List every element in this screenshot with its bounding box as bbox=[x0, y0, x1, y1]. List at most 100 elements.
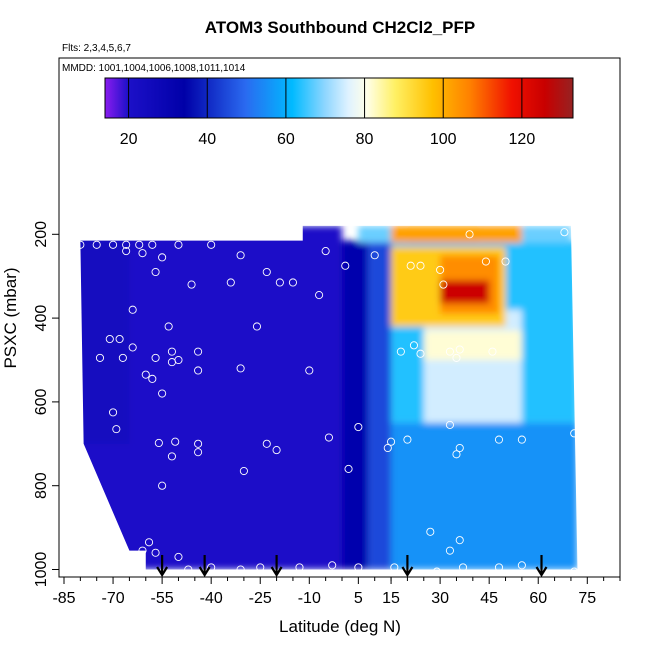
x-tick-label: 75 bbox=[578, 590, 596, 607]
sample-point bbox=[445, 347, 454, 356]
y-tick-label: 400 bbox=[33, 305, 50, 332]
field-cell bbox=[391, 422, 578, 570]
sample-point bbox=[416, 349, 425, 358]
sample-point bbox=[396, 347, 405, 356]
field-cell bbox=[342, 240, 369, 570]
sample-point bbox=[174, 240, 183, 249]
sample-point bbox=[194, 439, 203, 448]
colorbar-tick-label: 120 bbox=[509, 131, 536, 148]
x-tick-label: -70 bbox=[101, 590, 124, 607]
sample-point bbox=[383, 443, 392, 453]
sample-point bbox=[138, 546, 147, 555]
sample-point bbox=[207, 240, 216, 249]
field-cell bbox=[423, 309, 522, 423]
x-tick-label: 15 bbox=[382, 590, 400, 607]
sample-point bbox=[256, 563, 265, 572]
sample-point bbox=[409, 341, 419, 350]
sample-point bbox=[341, 261, 350, 270]
sample-point bbox=[445, 546, 454, 555]
sample-point bbox=[455, 536, 464, 545]
colorbar-tick-label: 80 bbox=[356, 131, 374, 148]
sample-point bbox=[570, 429, 579, 438]
sample-point bbox=[436, 265, 445, 274]
colorbar-bar bbox=[104, 77, 574, 119]
sample-point bbox=[324, 433, 333, 442]
sample-point bbox=[452, 450, 461, 459]
sample-point bbox=[354, 563, 363, 572]
y-axis: 200 400 600 800 1000 bbox=[33, 221, 59, 587]
field-cell bbox=[391, 225, 522, 243]
sample-point bbox=[236, 565, 245, 574]
x-tick-label: -25 bbox=[249, 590, 272, 607]
sample-point bbox=[236, 364, 245, 373]
sample-point bbox=[128, 305, 137, 314]
sample-point bbox=[390, 563, 399, 572]
profile-arrow-head bbox=[156, 566, 169, 578]
sample-point bbox=[194, 448, 203, 457]
sample-point bbox=[262, 267, 271, 277]
sample-point bbox=[158, 481, 167, 490]
sample-point bbox=[122, 247, 131, 256]
y-tick-label: 600 bbox=[33, 388, 50, 415]
sample-point bbox=[187, 280, 196, 289]
x-tick-label: 30 bbox=[431, 590, 449, 607]
dates-label: MMDD: 1001,1004,1006,1008,1011,1014 bbox=[62, 63, 246, 74]
sample-point bbox=[76, 240, 85, 249]
sample-point bbox=[148, 240, 157, 249]
sample-point bbox=[501, 257, 510, 266]
sample-point bbox=[158, 253, 167, 262]
sample-point bbox=[494, 563, 504, 572]
sample-point bbox=[112, 425, 121, 434]
sample-point bbox=[458, 563, 468, 572]
sample-point bbox=[141, 370, 150, 379]
y-axis-label: PSXC (mbar) bbox=[1, 267, 20, 368]
x-tick-label: -40 bbox=[200, 590, 223, 607]
sample-point bbox=[570, 567, 579, 576]
sample-point bbox=[125, 554, 134, 564]
sample-point bbox=[109, 408, 118, 417]
plot-frame bbox=[58, 57, 621, 578]
profile-arrow-head bbox=[198, 566, 211, 578]
colorbar-tick-label: 20 bbox=[120, 131, 138, 148]
sample-point bbox=[167, 347, 176, 356]
sample-point bbox=[288, 228, 297, 237]
sample-point bbox=[105, 334, 114, 344]
sample-point bbox=[295, 563, 304, 572]
field-cell bbox=[423, 330, 522, 360]
profile-arrows bbox=[156, 555, 548, 578]
sample-point bbox=[465, 230, 474, 239]
chart-title: ATOM3 Southbound CH2Cl2_PFP bbox=[205, 18, 475, 37]
x-tick-label: -10 bbox=[298, 590, 321, 607]
colorbar-tick-label: 60 bbox=[277, 131, 295, 148]
profile-arrow-head bbox=[270, 566, 283, 578]
sample-point bbox=[151, 548, 160, 557]
sample-point bbox=[115, 334, 124, 344]
sample-point bbox=[194, 366, 203, 375]
sample-point bbox=[167, 452, 176, 461]
sample-point bbox=[239, 466, 248, 476]
sample-point bbox=[164, 322, 173, 331]
sample-point bbox=[406, 261, 415, 270]
y-tick-label: 800 bbox=[33, 472, 50, 499]
sample-point bbox=[207, 563, 216, 572]
heatmap-field bbox=[80, 225, 578, 570]
sample-point bbox=[517, 561, 526, 570]
x-axis: -85 -70 -55 -40 -25 -10 5 15 30 45 60 75 bbox=[52, 577, 621, 607]
sample-point bbox=[445, 420, 454, 429]
sample-point bbox=[226, 278, 235, 287]
x-tick-label: 45 bbox=[480, 590, 498, 607]
sample-point bbox=[439, 280, 448, 289]
sample-point bbox=[236, 251, 245, 260]
x-tick-label: -55 bbox=[151, 590, 174, 607]
y-tick-label: 1000 bbox=[33, 552, 50, 588]
colorbar-tick-label: 100 bbox=[430, 131, 457, 148]
sample-point bbox=[455, 345, 464, 354]
sample-point bbox=[158, 389, 167, 398]
y-tick-label: 200 bbox=[33, 221, 50, 248]
sample-point bbox=[517, 435, 526, 444]
sample-point bbox=[560, 228, 569, 237]
sample-point bbox=[174, 552, 183, 561]
sample-point bbox=[151, 353, 160, 362]
sample-point bbox=[154, 438, 163, 448]
